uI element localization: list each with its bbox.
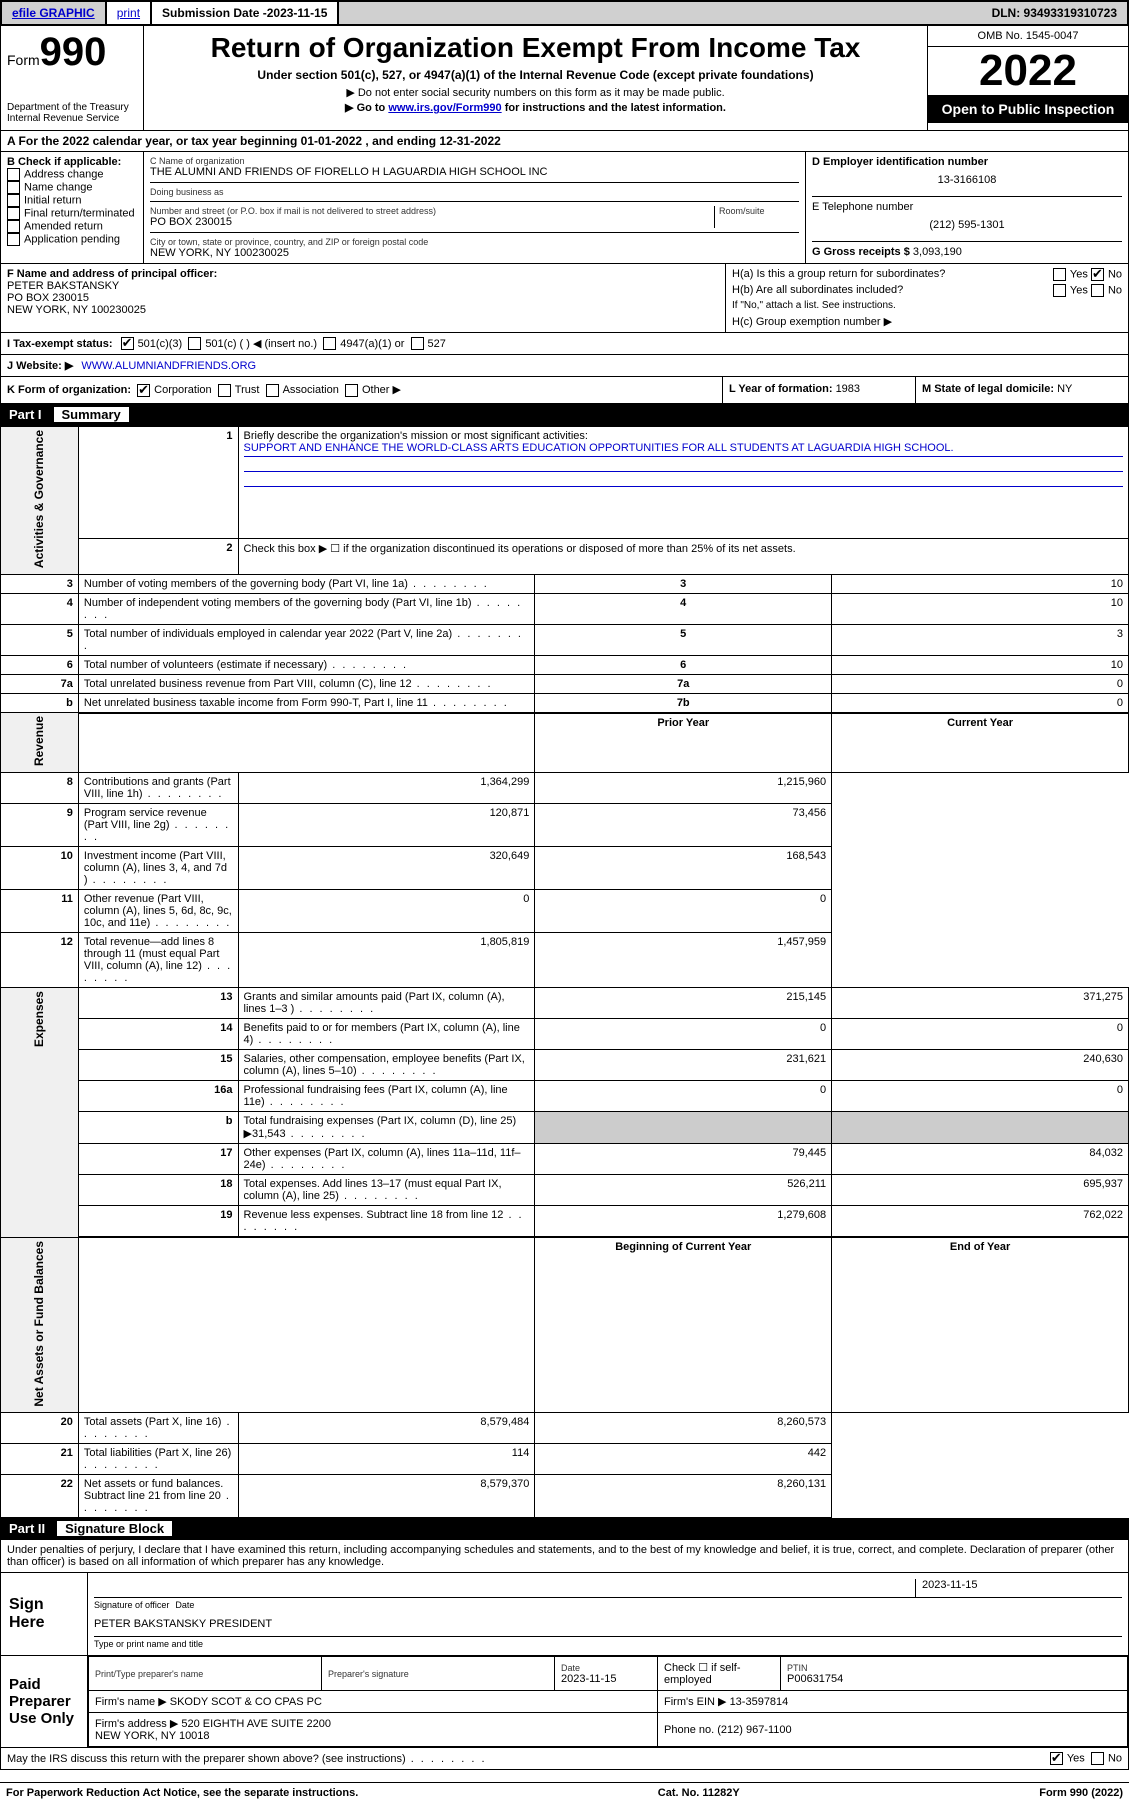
other-checkbox[interactable] (345, 384, 358, 397)
form-subtitle1: Under section 501(c), 527, or 4947(a)(1)… (150, 68, 921, 82)
corp-checkbox[interactable] (137, 384, 150, 397)
hb-yes-checkbox[interactable] (1053, 284, 1066, 297)
part-i-header: Part I Summary (0, 404, 1129, 426)
dln: DLN: 93493319310723 (982, 2, 1127, 24)
sig-date: 2023-11-15 (915, 1579, 1122, 1597)
discuss-yes-checkbox[interactable] (1050, 1752, 1063, 1765)
print-button[interactable]: print (107, 2, 152, 24)
row-f: F Name and address of principal officer:… (0, 264, 1129, 333)
501c-checkbox[interactable] (188, 337, 201, 350)
ha-yes-checkbox[interactable] (1053, 268, 1066, 281)
assoc-checkbox[interactable] (266, 384, 279, 397)
501c3-checkbox[interactable] (121, 337, 134, 350)
col-de: D Employer identification number 13-3166… (806, 152, 1128, 263)
prep-date: 2023-11-15 (561, 1673, 616, 1685)
tax-year-row: A For the 2022 calendar year, or tax yea… (0, 131, 1129, 152)
city-state-zip: NEW YORK, NY 100230025 (150, 247, 799, 259)
colb-checkbox[interactable] (7, 181, 20, 194)
527-checkbox[interactable] (411, 337, 424, 350)
state-domicile: NY (1057, 383, 1072, 395)
firm-name: SKODY SCOT & CO CPAS PC (170, 1696, 322, 1708)
signature-block: Under penalties of perjury, I declare th… (0, 1540, 1129, 1770)
tax-year: 2022 (928, 47, 1128, 95)
irs-link[interactable]: www.irs.gov/Form990 (388, 102, 501, 114)
col-c: C Name of organization THE ALUMNI AND FR… (144, 152, 806, 263)
ein: 13-3166108 (812, 168, 1122, 192)
preparer-table: Print/Type preparer's name Preparer's si… (88, 1656, 1128, 1747)
colb-checkbox[interactable] (7, 194, 20, 207)
mission-text: SUPPORT AND ENHANCE THE WORLD-CLASS ARTS… (244, 442, 1123, 457)
phone: (212) 595-1301 (812, 213, 1122, 237)
row-klm: K Form of organization: Corporation Trus… (0, 377, 1129, 404)
year-formation: 1983 (836, 383, 860, 395)
form-title: Return of Organization Exempt From Incom… (150, 32, 921, 64)
omb-number: OMB No. 1545-0047 (928, 26, 1128, 47)
colb-checkbox[interactable] (7, 207, 20, 220)
firm-ein: 13-3597814 (730, 1696, 789, 1708)
efile-link[interactable]: efile GRAPHIC (2, 2, 107, 24)
row-j: J Website: ▶ WWW.ALUMNIANDFRIENDS.ORG (0, 355, 1129, 377)
open-inspection: Open to Public Inspection (928, 95, 1128, 123)
paid-preparer-label: Paid Preparer Use Only (1, 1656, 88, 1747)
form-number: Form990 (7, 32, 137, 72)
4947-checkbox[interactable] (323, 337, 336, 350)
discuss-no-checkbox[interactable] (1091, 1752, 1104, 1765)
form-header: Form990 Department of the Treasury Inter… (0, 26, 1129, 131)
perjury-declaration: Under penalties of perjury, I declare th… (1, 1540, 1128, 1572)
col-b: B Check if applicable: Address changeNam… (1, 152, 144, 263)
hb-no-checkbox[interactable] (1091, 284, 1104, 297)
gross-receipts: 3,093,190 (913, 246, 962, 258)
ha-no-checkbox[interactable] (1091, 268, 1104, 281)
form-subtitle2: ▶ Do not enter social security numbers o… (150, 86, 921, 99)
trust-checkbox[interactable] (218, 384, 231, 397)
page-footer: For Paperwork Reduction Act Notice, see … (0, 1782, 1129, 1803)
sign-here-label: Sign Here (1, 1573, 88, 1655)
firm-phone: (212) 967-1100 (717, 1724, 791, 1736)
officer-name-title: PETER BAKSTANSKY PRESIDENT (94, 1618, 1122, 1636)
website-link[interactable]: WWW.ALUMNIANDFRIENDS.ORG (81, 360, 256, 372)
summary-table: Activities & Governance 1 Briefly descri… (0, 426, 1129, 1519)
officer-name-address: PETER BAKSTANSKY PO BOX 230015 NEW YORK,… (7, 280, 719, 316)
form-subtitle3: ▶ Go to www.irs.gov/Form990 for instruct… (150, 101, 921, 114)
topbar: efile GRAPHIC print Submission Date - 20… (0, 0, 1129, 26)
org-name: THE ALUMNI AND FRIENDS OF FIORELLO H LAG… (150, 166, 799, 178)
ptin: P00631754 (787, 1673, 843, 1685)
colb-checkbox[interactable] (7, 220, 20, 233)
colb-checkbox[interactable] (7, 233, 20, 246)
org-info-block: B Check if applicable: Address changeNam… (0, 152, 1129, 264)
street-address: PO BOX 230015 (150, 216, 710, 228)
submission-date: Submission Date - 2023-11-15 (152, 2, 339, 24)
dept-label: Department of the Treasury Internal Reve… (7, 102, 137, 124)
row-i: I Tax-exempt status: 501(c)(3) 501(c) ( … (0, 333, 1129, 355)
colb-checkbox[interactable] (7, 168, 20, 181)
part-ii-header: Part II Signature Block (0, 1518, 1129, 1540)
